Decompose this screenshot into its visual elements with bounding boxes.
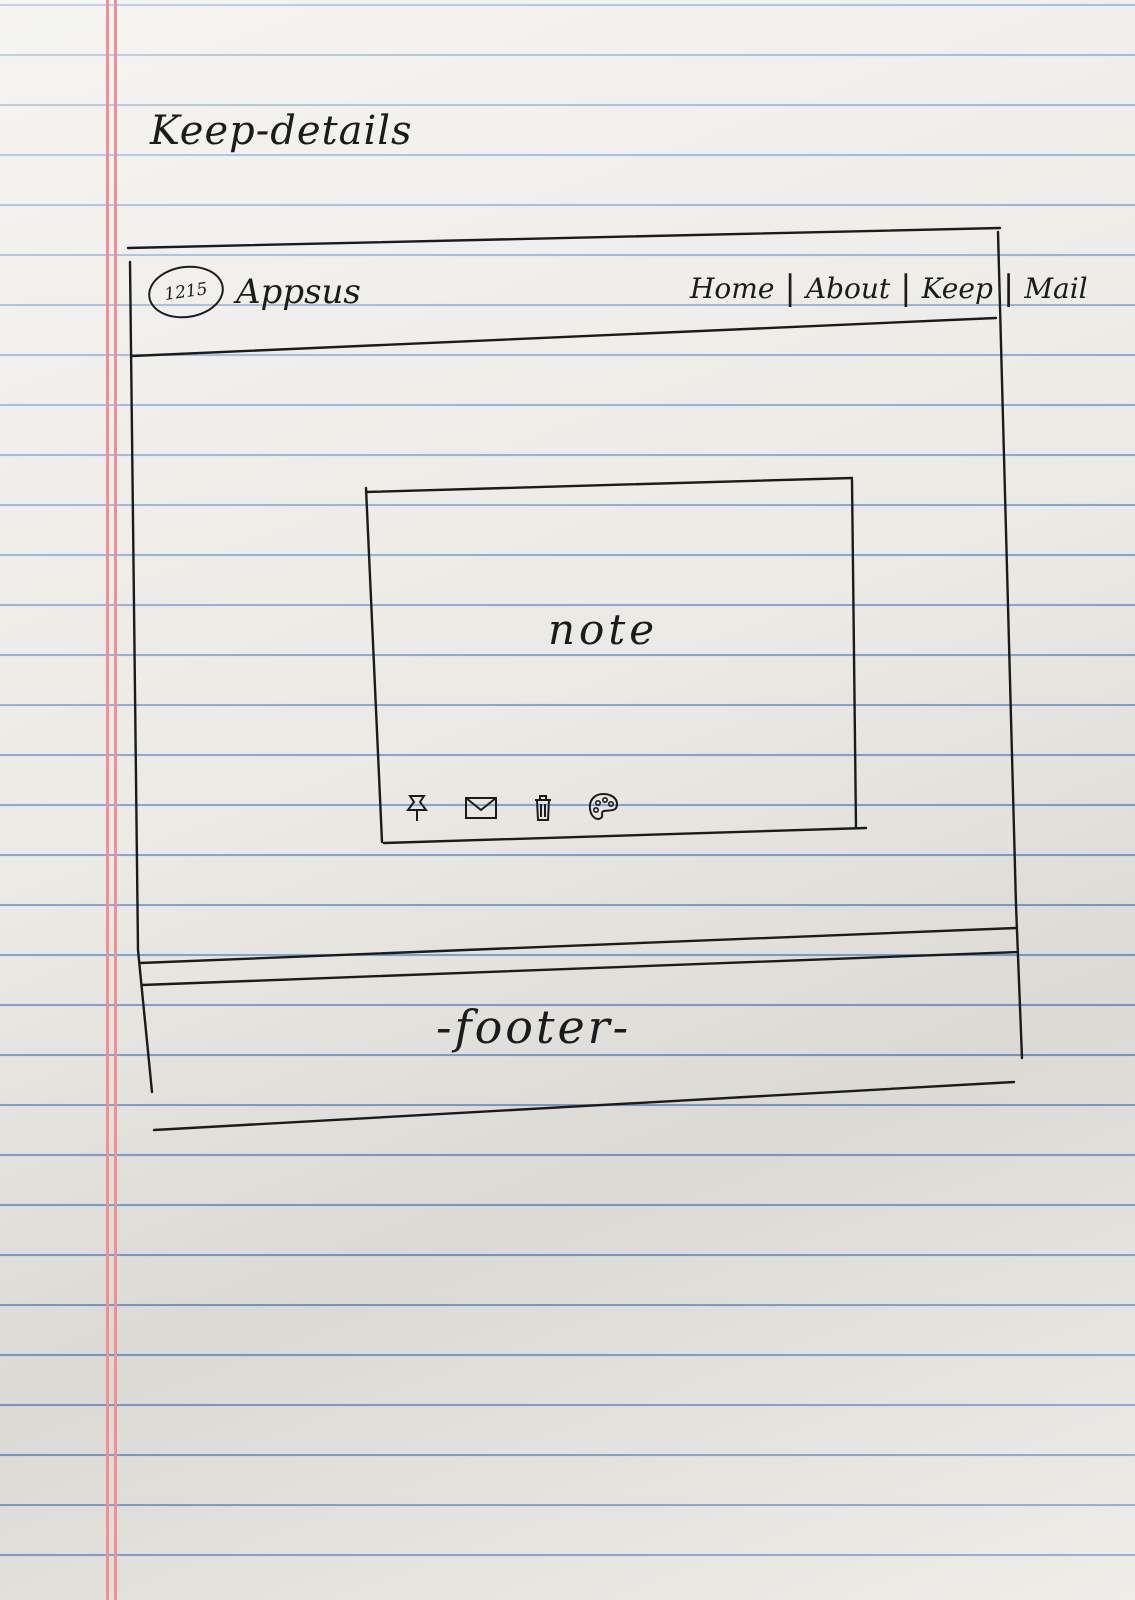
nav-separator: | — [784, 268, 796, 308]
note-content: note — [548, 605, 659, 654]
header-divider — [130, 316, 998, 358]
note-card-bottom — [382, 826, 868, 845]
envelope-icon[interactable] — [460, 790, 500, 824]
logo-text: 1215 — [163, 279, 209, 305]
frame-left — [128, 260, 154, 1094]
nav-mail[interactable]: Mail — [1024, 271, 1088, 305]
frame-right — [996, 230, 1024, 1060]
nav-about[interactable]: About — [805, 271, 891, 305]
pin-icon[interactable] — [400, 790, 434, 824]
brand-name[interactable]: Appsus — [236, 272, 361, 312]
note-card-top — [364, 476, 854, 494]
trash-icon[interactable] — [526, 790, 560, 824]
frame-top — [126, 226, 1002, 250]
footer-label: -footer- — [436, 1000, 632, 1054]
nav-separator: | — [1002, 268, 1015, 308]
note-toolbar — [400, 790, 620, 824]
palette-icon[interactable] — [586, 790, 620, 824]
page-title: Keep-details — [150, 108, 413, 154]
nav-keep[interactable]: Keep — [921, 271, 993, 305]
footer-bottom — [152, 1080, 1016, 1132]
margin-line — [114, 0, 117, 1600]
footer-divider-2 — [140, 950, 1020, 987]
nav-separator: | — [900, 268, 912, 308]
margin-line — [106, 0, 109, 1600]
note-card-right — [850, 478, 858, 830]
footer-divider — [138, 926, 1018, 965]
main-nav: Home | About | Keep | Mail — [690, 264, 1088, 312]
note-card-left — [364, 486, 384, 844]
nav-home[interactable]: Home — [690, 271, 775, 305]
